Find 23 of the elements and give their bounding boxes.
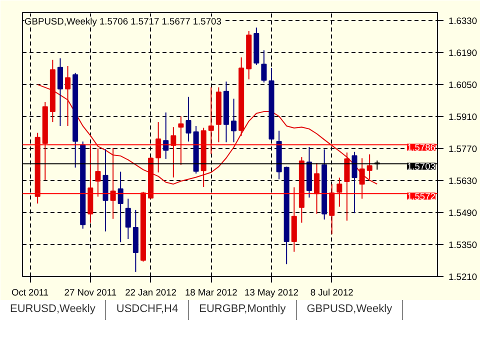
x-tick-label: 18 Mar 2012 <box>184 288 238 298</box>
x-tick-label: 22 Jan 2012 <box>125 288 176 298</box>
y-tick-label: 1.5350 <box>448 240 478 250</box>
y-tick-label: 1.6330 <box>448 16 478 26</box>
text: EURUSD,Weekly <box>0 300 106 320</box>
y-tick-label: 1.5630 <box>448 176 478 186</box>
text: EURGBP,Monthly <box>189 300 297 320</box>
y-tick-label: 1.5490 <box>448 208 478 218</box>
y-tick-label: 1.5770 <box>448 144 478 154</box>
text: USDCHF,H4 <box>106 300 190 320</box>
y-tick-label: 1.5210 <box>448 272 478 282</box>
ref-line-label: 1.5786 <box>406 142 436 153</box>
y-tick-label: 1.6050 <box>448 80 478 90</box>
x-tick-label: 13 May 2012 <box>244 288 298 298</box>
x-tick-label: Oct 2011 <box>11 288 49 298</box>
ref-line-label: 1.5572 <box>406 192 436 202</box>
y-tick-label: 1.5910 <box>448 112 478 122</box>
y-tick-label: 1.6190 <box>448 48 478 58</box>
text: GBPUSD,Weekly <box>296 300 404 320</box>
ref-line-label: 1.5703 <box>406 162 436 172</box>
x-tick-label: 8 Jul 2012 <box>310 288 354 298</box>
x-tick-label: 27 Nov 2011 <box>64 288 117 298</box>
chart-title: GBPUSD,Weekly 1.5706 1.5717 1.5677 1.5703 <box>24 16 222 26</box>
